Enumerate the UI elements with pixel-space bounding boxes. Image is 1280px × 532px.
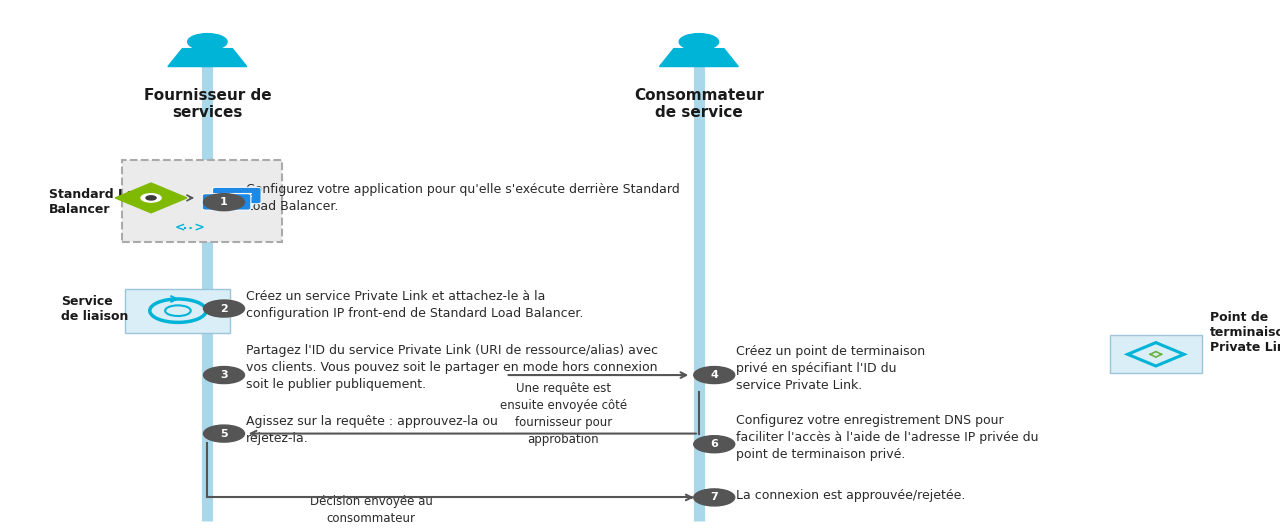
Bar — [122, 160, 282, 242]
Text: Point de
terminaison
Private Link: Point de terminaison Private Link — [1210, 311, 1280, 354]
FancyBboxPatch shape — [212, 187, 261, 204]
Polygon shape — [659, 48, 739, 66]
Text: 7: 7 — [710, 493, 718, 502]
Circle shape — [204, 425, 244, 442]
Text: Créez un service Private Link et attachez-le à la
configuration IP front-end de : Créez un service Private Link et attache… — [246, 290, 584, 320]
Text: 6: 6 — [710, 439, 718, 449]
Text: 3: 3 — [220, 370, 228, 380]
Text: Consommateur
de service: Consommateur de service — [634, 88, 764, 120]
Text: Configurez votre enregistrement DNS pour
faciliter l'accès à l'aide de l'adresse: Configurez votre enregistrement DNS pour… — [736, 414, 1038, 461]
Circle shape — [141, 194, 161, 202]
Circle shape — [188, 34, 227, 50]
Text: Configurez votre application pour qu'elle s'exécute derrière Standard
Load Balan: Configurez votre application pour qu'ell… — [246, 184, 680, 213]
Text: La connexion est approuvée/rejetée.: La connexion est approuvée/rejetée. — [736, 489, 965, 502]
Text: 1: 1 — [220, 197, 228, 207]
Text: Créez un point de terminaison
privé en spécifiant l'ID du
service Private Link.: Créez un point de terminaison privé en s… — [736, 345, 925, 392]
Circle shape — [204, 367, 244, 384]
Text: 5: 5 — [220, 429, 228, 438]
Circle shape — [694, 436, 735, 453]
Circle shape — [694, 489, 735, 506]
Text: Agissez sur la requête : approuvez-la ou
rejetez-la.: Agissez sur la requête : approuvez-la ou… — [246, 415, 498, 445]
Text: Une requête est
ensuite envoyée côté
fournisseur pour
approbation: Une requête est ensuite envoyée côté fou… — [499, 382, 627, 446]
Text: Fournisseur de
services: Fournisseur de services — [143, 88, 271, 120]
Circle shape — [694, 367, 735, 384]
Polygon shape — [115, 183, 187, 213]
Polygon shape — [168, 48, 247, 66]
Circle shape — [680, 34, 718, 50]
Circle shape — [146, 196, 156, 200]
Text: Standard Load
Balancer: Standard Load Balancer — [49, 188, 151, 216]
Bar — [125, 289, 230, 332]
Circle shape — [204, 194, 244, 211]
Text: 2: 2 — [220, 304, 228, 313]
FancyBboxPatch shape — [202, 194, 251, 210]
Text: Service
de liaison: Service de liaison — [61, 295, 129, 322]
Text: Partagez l'ID du service Private Link (URI de ressource/alias) avec
vos clients.: Partagez l'ID du service Private Link (U… — [246, 344, 658, 390]
Text: <  >: < > — [174, 221, 205, 234]
Bar — [1110, 335, 1202, 373]
Circle shape — [204, 300, 244, 317]
Text: 4: 4 — [710, 370, 718, 380]
Text: Décision envoyée au
consommateur: Décision envoyée au consommateur — [310, 495, 433, 525]
